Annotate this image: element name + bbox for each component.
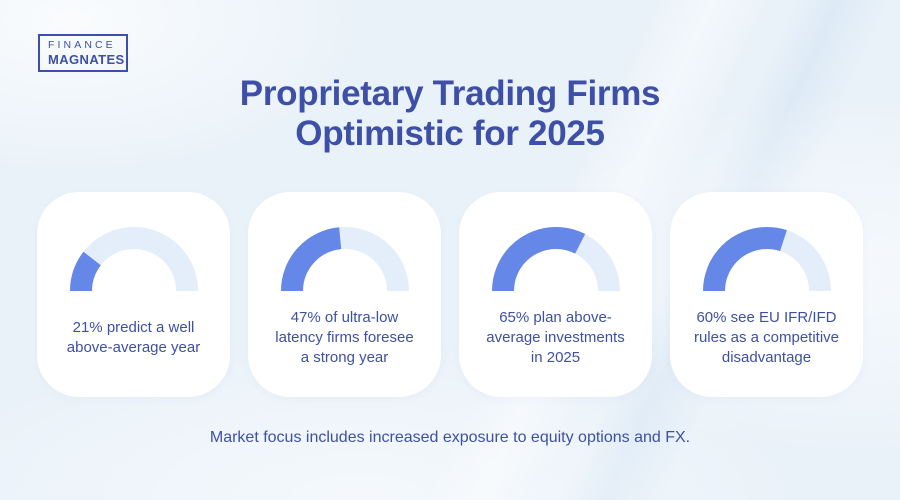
stat-card-label: 60% see EU IFR/IFD rules as a competitiv…	[693, 309, 840, 366]
logo-magnates-text: MAGNATES	[48, 52, 125, 67]
stat-card-2: 47% of ultra-low latency firms foresee a…	[248, 192, 441, 397]
gauge-chart-47-percent	[280, 227, 409, 292]
stat-card-4: 60% see EU IFR/IFD rules as a competitiv…	[670, 192, 863, 397]
stat-card-label: 21% predict a well above-average year	[66, 319, 201, 356]
page-title-line-2: Optimistic for 2025	[295, 114, 605, 153]
page-title: Proprietary Trading Firms Optimistic for …	[0, 74, 900, 154]
gauge-chart-21-percent	[69, 227, 198, 292]
logo-finance-text: FINANCE	[48, 39, 116, 51]
stat-card-label: 65% plan above- average investments in 2…	[486, 309, 625, 366]
stat-cards-row: 21% predict a well above-average year 47…	[0, 192, 900, 397]
page-title-line-1: Proprietary Trading Firms	[239, 74, 661, 113]
stat-card-3: 65% plan above- average investments in 2…	[459, 192, 652, 397]
gauge-fill-arc	[69, 227, 198, 292]
gauge-fill-arc	[702, 227, 831, 292]
footer-note: Market focus includes increased exposure…	[209, 429, 691, 446]
stat-card-1: 21% predict a well above-average year	[37, 192, 230, 397]
finance-magnates-logo: FINANCE MAGNATES	[38, 34, 128, 72]
stat-card-label: 47% of ultra-low latency firms foresee a…	[275, 309, 414, 366]
gauge-fill-arc	[280, 227, 409, 292]
gauge-chart-65-percent	[491, 227, 620, 292]
gauge-fill-arc	[491, 227, 620, 292]
gauge-chart-60-percent	[702, 227, 831, 292]
